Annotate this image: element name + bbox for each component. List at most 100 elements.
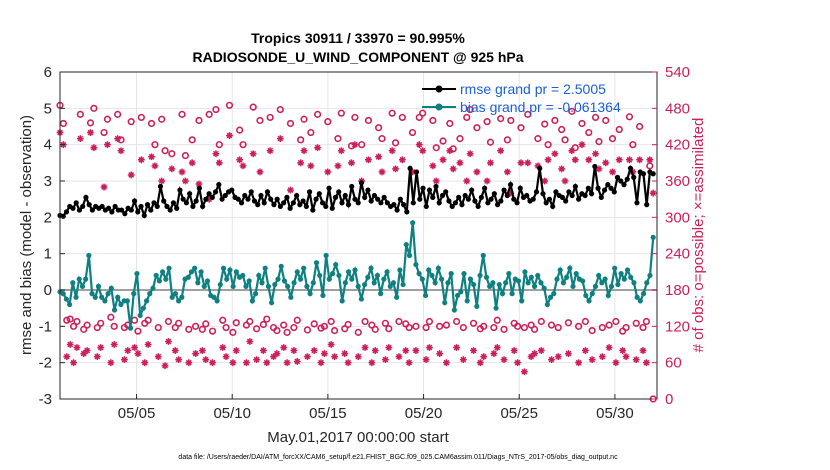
rmse-point <box>326 185 332 191</box>
obs-assimilated-point <box>121 356 128 364</box>
bias-point <box>592 283 599 289</box>
obs-assimilated-point <box>524 159 532 167</box>
obs-assimilated-point <box>375 153 383 161</box>
obs-possible-point <box>256 116 264 125</box>
rmse-point <box>507 182 514 188</box>
bias-point <box>79 283 86 289</box>
obs-possible-point <box>354 328 362 336</box>
bias-point <box>416 271 422 277</box>
obs-assimilated-point <box>537 347 545 354</box>
rmse-point <box>99 203 105 210</box>
rmse-point <box>543 200 549 206</box>
rmse-point <box>274 196 280 202</box>
rmse-point <box>592 163 598 170</box>
rmse-point <box>167 207 173 213</box>
bias-point <box>406 252 413 259</box>
obs-possible-point <box>463 113 471 122</box>
bias-point <box>451 307 457 313</box>
bias-point <box>140 305 146 311</box>
bias-point <box>60 291 66 297</box>
obs-possible-point <box>327 317 335 326</box>
plot-area <box>60 72 657 399</box>
rmse-point <box>109 209 115 215</box>
rmse-point <box>550 203 556 210</box>
bias-point <box>541 285 547 291</box>
bias-point <box>394 294 400 300</box>
bias-point <box>310 280 316 286</box>
bias-point <box>233 269 239 275</box>
obs-possible-point <box>127 118 135 126</box>
obs-assimilated-point <box>243 359 250 367</box>
rmse-point <box>329 205 335 211</box>
obs-possible-point <box>507 116 515 125</box>
bias-point <box>615 281 621 288</box>
obs-possible-point <box>276 105 284 114</box>
rmse-point <box>456 194 462 200</box>
obs-assimilated-point <box>87 129 94 136</box>
rmse-point <box>611 189 617 195</box>
obs-possible-point <box>290 323 298 332</box>
bias-point <box>134 271 140 277</box>
obs-possible-point <box>530 325 539 333</box>
bias-point <box>634 294 640 300</box>
obs-assimilated-point <box>426 344 433 351</box>
rmse-point <box>465 196 472 202</box>
obs-assimilated-point <box>578 141 586 149</box>
bias-point <box>214 298 220 304</box>
rmse-point <box>306 189 313 195</box>
obs-possible-point <box>473 124 481 132</box>
obs-assimilated-point <box>554 353 562 361</box>
obs-assimilated-point <box>588 356 596 364</box>
bias-point <box>438 276 445 282</box>
y-right-tick-label: 480 <box>665 100 690 117</box>
rmse-point <box>365 187 371 193</box>
x-tick-label: 05/30 <box>596 405 634 422</box>
obs-assimilated-point <box>175 356 183 364</box>
obs-possible-point <box>219 316 227 324</box>
rmse-point <box>261 200 267 206</box>
obs-assimilated-point <box>66 341 74 348</box>
obs-assimilated-point <box>368 359 376 367</box>
rmse-point <box>73 200 79 206</box>
bias-point <box>458 289 464 295</box>
obs-assimilated-point <box>493 344 501 351</box>
rmse-point <box>443 189 449 195</box>
bias-point <box>612 265 618 271</box>
obs-assimilated-point <box>293 358 301 365</box>
rmse-point <box>423 203 429 210</box>
chart-title-line2: RADIOSONDE_U_WIND_COMPONENT @ 925 hPa <box>192 49 523 65</box>
rmse-point <box>170 200 177 206</box>
bias-point <box>297 276 304 282</box>
bias-point <box>596 272 602 279</box>
obs-possible-point <box>632 319 640 327</box>
obs-assimilated-point <box>100 183 108 191</box>
rmse-point <box>122 211 128 217</box>
y-left-tick-label: -2 <box>39 355 52 372</box>
bias-point <box>567 265 573 271</box>
obs-possible-point <box>629 141 637 149</box>
obs-assimilated-point <box>171 347 179 354</box>
bias-point <box>118 301 124 308</box>
rmse-point <box>494 202 501 208</box>
bias-point <box>326 276 332 282</box>
bias-point <box>608 283 615 289</box>
obs-assimilated-point <box>134 350 142 357</box>
obs-assimilated-point <box>320 350 328 357</box>
obs-assimilated-point <box>422 356 430 364</box>
obs-possible-point <box>147 119 156 128</box>
obs-assimilated-point <box>304 353 311 361</box>
obs-assimilated-point <box>117 147 125 155</box>
obs-possible-point <box>547 321 556 329</box>
bias-point <box>70 280 76 286</box>
obs-assimilated-point <box>395 353 403 361</box>
obs-possible-point <box>249 103 257 111</box>
obs-possible-point <box>612 317 620 326</box>
bias-point <box>551 291 557 297</box>
obs-possible-point <box>334 135 342 143</box>
bias-point <box>76 276 82 282</box>
bias-point <box>115 294 121 300</box>
rmse-point <box>446 198 452 204</box>
obs-possible-point <box>232 319 240 327</box>
bias-point <box>554 276 560 282</box>
bias-point <box>602 276 608 282</box>
